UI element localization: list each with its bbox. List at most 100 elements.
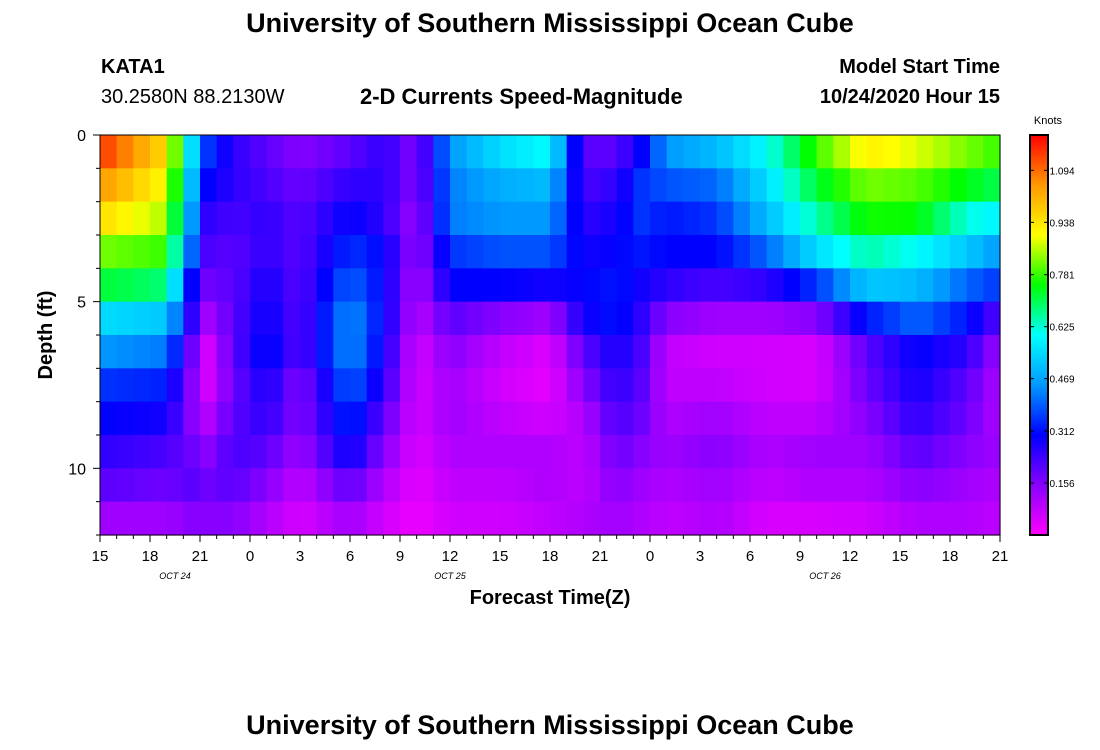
heatmap-cell — [833, 368, 851, 403]
heatmap-cell — [833, 335, 851, 369]
heatmap-cell — [716, 401, 734, 436]
date-label: OCT 26 — [809, 571, 841, 581]
heatmap-cell — [250, 168, 268, 203]
heatmap-cell — [433, 368, 451, 403]
heatmap-cell — [533, 301, 551, 336]
station-coordinates: 30.2580N 88.2130W — [101, 86, 285, 108]
heatmap-cell — [766, 401, 784, 436]
heatmap-cell — [116, 401, 134, 436]
heatmap-cell — [466, 235, 484, 269]
heatmap-cell — [416, 401, 434, 436]
heatmap-cell — [266, 468, 284, 503]
heatmap-cell — [700, 468, 718, 503]
heatmap-cell — [966, 201, 984, 236]
heatmap-cell — [700, 135, 718, 169]
heatmap-cell — [966, 135, 984, 169]
heatmap-cell — [683, 235, 701, 269]
x-tick-label: 9 — [396, 548, 404, 565]
heatmap-cell — [850, 201, 868, 236]
x-tick-label: 6 — [746, 548, 754, 565]
heatmap-cell — [316, 368, 334, 403]
y-axis-label: Depth (ft) — [35, 291, 57, 380]
heatmap-cell — [350, 501, 368, 536]
heatmap-cell — [983, 501, 1001, 536]
heatmap-cell — [483, 435, 501, 469]
heatmap-cell — [383, 368, 401, 403]
y-tick-label: 10 — [68, 461, 86, 478]
heatmap-cell — [133, 268, 151, 303]
heatmap-cell — [316, 435, 334, 469]
heatmap-cell — [533, 335, 551, 369]
heatmap-cell — [500, 301, 518, 336]
heatmap-cell — [933, 401, 951, 436]
heatmap-cell — [900, 301, 918, 336]
heatmap-cell — [150, 335, 168, 369]
heatmap-cell — [766, 201, 784, 236]
heatmap-cell — [400, 135, 418, 169]
heatmap-cell — [666, 301, 684, 336]
heatmap-cell — [250, 501, 268, 536]
heatmap-cell — [483, 301, 501, 336]
heatmap-cell — [116, 301, 134, 336]
heatmap-cell — [866, 268, 884, 303]
heatmap-cell — [133, 335, 151, 369]
heatmap-cell — [766, 235, 784, 269]
heatmap-cell — [383, 335, 401, 369]
heatmap-cell — [716, 501, 734, 536]
page-title-bottom: University of Southern Mississippi Ocean… — [246, 710, 854, 740]
heatmap-cell — [800, 435, 818, 469]
heatmap-cell — [216, 501, 234, 536]
heatmap-cell — [183, 368, 201, 403]
heatmap-cell — [533, 268, 551, 303]
heatmap-cell — [333, 135, 351, 169]
heatmap-cell — [400, 201, 418, 236]
heatmap-cell — [583, 135, 601, 169]
heatmap-cell — [416, 368, 434, 403]
heatmap-cell — [100, 335, 118, 369]
heatmap-cell — [533, 468, 551, 503]
heatmap-cell — [500, 435, 518, 469]
heatmap-cell — [983, 135, 1001, 169]
x-tick-label: 3 — [296, 548, 304, 565]
heatmap-cell — [433, 301, 451, 336]
heatmap-cell — [183, 201, 201, 236]
heatmap-cell — [800, 368, 818, 403]
heatmap-cell — [550, 468, 568, 503]
heatmap-cell — [116, 435, 134, 469]
heatmap-cell — [650, 135, 668, 169]
heatmap-cell — [966, 435, 984, 469]
heatmap-cell — [533, 235, 551, 269]
heatmap-cell — [916, 435, 934, 469]
heatmap-cell — [283, 135, 301, 169]
heatmap-cell — [933, 135, 951, 169]
heatmap-cell — [633, 168, 651, 203]
heatmap-cell — [816, 501, 834, 536]
heatmap-cell — [500, 335, 518, 369]
heatmap-cell — [950, 301, 968, 336]
heatmap-cell — [916, 201, 934, 236]
heatmap-cell — [750, 268, 768, 303]
heatmap-cell — [916, 235, 934, 269]
heatmap-cell — [516, 501, 534, 536]
heatmap-cell — [750, 135, 768, 169]
x-axis-label: Forecast Time(Z) — [470, 587, 631, 609]
heatmap-cell — [366, 435, 384, 469]
heatmap-cell — [783, 301, 801, 336]
heatmap-cell — [216, 468, 234, 503]
heatmap-cell — [150, 235, 168, 269]
heatmap-cell — [433, 268, 451, 303]
heatmap-cell — [983, 401, 1001, 436]
heatmap-cell — [683, 335, 701, 369]
heatmap-cell — [100, 368, 118, 403]
heatmap-cell — [216, 368, 234, 403]
heatmap-cell — [766, 335, 784, 369]
heatmap-cell — [750, 501, 768, 536]
heatmap-cell — [416, 501, 434, 536]
heatmap-cell — [216, 135, 234, 169]
heatmap-cell — [700, 401, 718, 436]
heatmap-cell — [666, 135, 684, 169]
heatmap-cell — [233, 135, 251, 169]
heatmap-cell — [200, 135, 218, 169]
heatmap-cell — [450, 268, 468, 303]
heatmap-cell — [900, 268, 918, 303]
